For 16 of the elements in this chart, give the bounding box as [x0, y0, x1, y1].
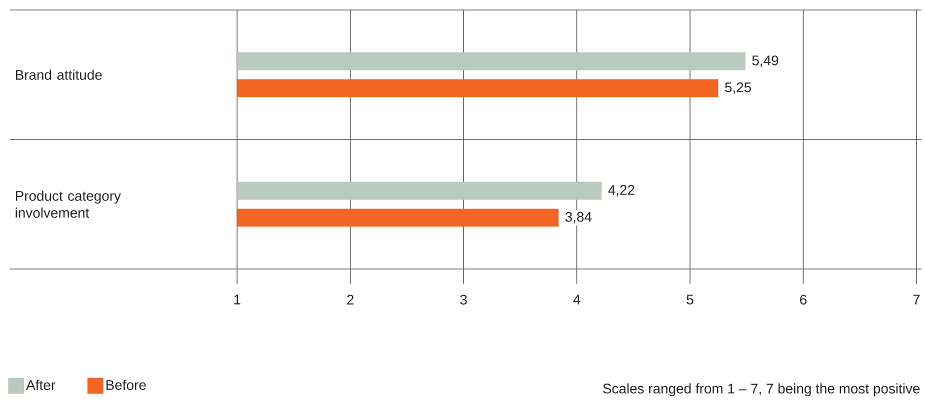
x-tick-label: 1	[234, 294, 240, 304]
x-tick-label: 7	[913, 294, 920, 304]
y-tick-label: Product category involvement	[16, 190, 121, 218]
x-tick-label: 4	[573, 294, 580, 304]
legend-label: Before	[106, 380, 146, 390]
data-label: 3,84	[565, 212, 592, 224]
x-tick-label: 2	[347, 294, 354, 304]
y-tick-label: Brand attitude	[16, 69, 102, 80]
data-label: 4,22	[608, 184, 634, 196]
data-label: 5,49	[752, 55, 778, 67]
x-tick-label: 5	[686, 294, 694, 304]
text: Scales ranged from 1 – 7, 7 being the most positive	[603, 383, 920, 396]
legend-label: After	[26, 380, 56, 390]
x-tick-label: 6	[800, 294, 807, 304]
data-label: 5,25	[725, 82, 752, 94]
x-tick-label: 3	[460, 294, 467, 304]
